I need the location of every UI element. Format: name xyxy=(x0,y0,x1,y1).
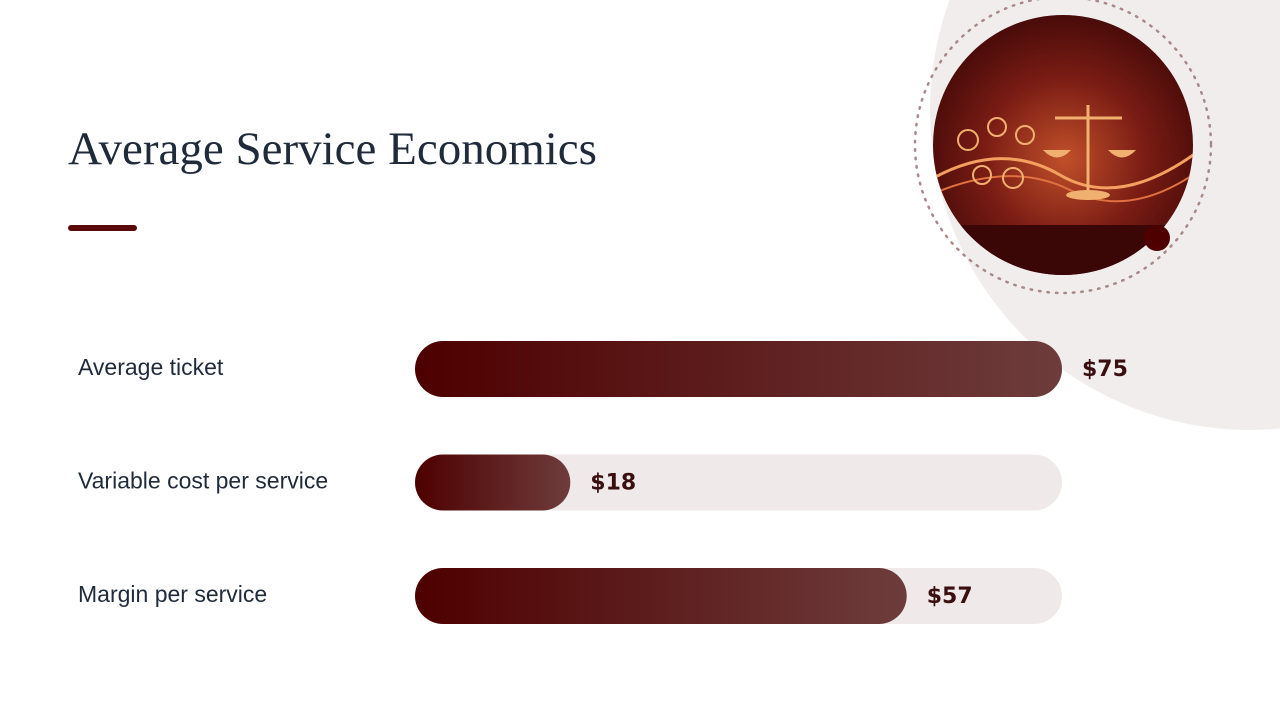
value-label: $18 xyxy=(590,471,636,496)
category-label: Margin per service xyxy=(78,581,267,607)
bar xyxy=(415,454,571,511)
title-underline xyxy=(68,225,137,231)
bar-track xyxy=(415,454,1062,511)
value-label: $57 xyxy=(927,584,973,609)
category-label: Variable cost per service xyxy=(78,468,328,494)
dotted-ring xyxy=(913,0,1213,295)
category-label: Average ticket xyxy=(78,354,224,380)
illustration xyxy=(933,15,1193,275)
bar xyxy=(415,568,907,624)
chart-title: Average Service Economics xyxy=(68,123,597,175)
accent-dot xyxy=(1144,225,1170,251)
value-label: $75 xyxy=(1082,357,1128,382)
bar xyxy=(415,341,1062,397)
